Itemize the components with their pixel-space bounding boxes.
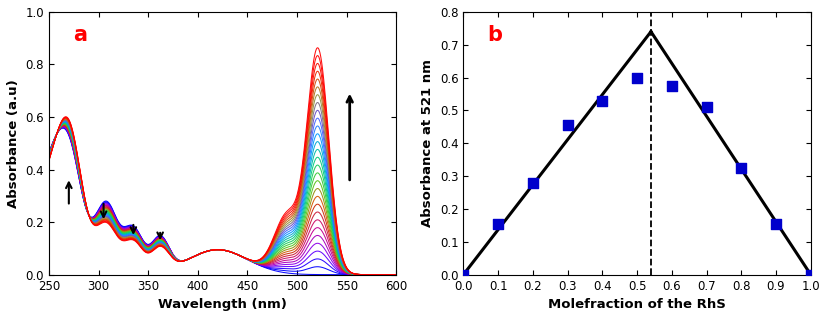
Point: [700, 105, 713, 110]
Text: b: b: [488, 25, 503, 45]
X-axis label: Wavelength (nm): Wavelength (nm): [158, 298, 287, 311]
Text: a: a: [74, 25, 88, 45]
Point: [457, 272, 470, 277]
X-axis label: Molefraction of the RhS: Molefraction of the RhS: [548, 298, 726, 311]
Point: [595, 98, 609, 103]
Point: [769, 221, 782, 226]
Point: [734, 165, 748, 170]
Point: [665, 83, 678, 88]
Point: [630, 75, 643, 80]
Point: [526, 180, 539, 185]
Y-axis label: Absorbance at 521 nm: Absorbance at 521 nm: [421, 59, 434, 227]
Y-axis label: Absorbance (a.u): Absorbance (a.u): [7, 79, 20, 208]
Point: [804, 272, 817, 277]
Point: [491, 221, 504, 226]
Point: [561, 123, 574, 128]
